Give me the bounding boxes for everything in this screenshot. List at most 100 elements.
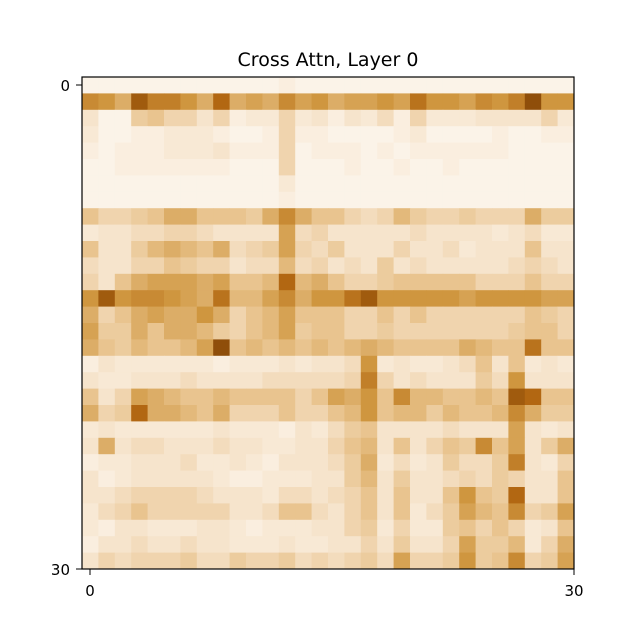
heatmap-cell-r28-c26 xyxy=(508,536,526,553)
heatmap-cell-r21-c19 xyxy=(393,421,411,439)
heatmap-cell-r5-c21 xyxy=(426,159,444,176)
heatmap-cell-r23-c4 xyxy=(147,454,165,471)
heatmap-cell-r19-c14 xyxy=(311,388,329,406)
heatmap-cell-r7-c21 xyxy=(426,191,444,209)
heatmap-cell-r13-c17 xyxy=(360,290,378,307)
heatmap-cell-r11-c29 xyxy=(557,257,575,275)
heatmap-cell-r7-c13 xyxy=(295,191,312,209)
heatmap-cell-r10-c3 xyxy=(131,241,148,258)
heatmap-cell-r2-c23 xyxy=(459,109,476,127)
heatmap-cell-r4-c14 xyxy=(311,142,329,160)
heatmap-cell-r7-c26 xyxy=(508,191,526,209)
heatmap-cell-r10-c11 xyxy=(262,241,280,258)
heatmap-cell-r28-c9 xyxy=(229,536,247,553)
heatmap-cell-r7-c25 xyxy=(492,191,509,209)
heatmap-cell-r15-c9 xyxy=(229,323,247,340)
heatmap-cell-r15-c23 xyxy=(459,323,476,340)
heatmap-cell-r21-c27 xyxy=(524,421,542,439)
heatmap-cell-r8-c25 xyxy=(492,208,509,225)
heatmap-cell-r27-c1 xyxy=(98,519,116,537)
heatmap-cell-r25-c5 xyxy=(164,487,181,504)
heatmap-cell-r29-c6 xyxy=(180,552,198,570)
y-tick-label-bottom: 30 xyxy=(51,561,70,579)
heatmap-cell-r22-c23 xyxy=(459,437,476,455)
heatmap-cell-r5-c16 xyxy=(344,159,362,176)
x-tick-label-right: 30 xyxy=(564,582,583,600)
heatmap-cell-r7-c3 xyxy=(131,191,148,209)
heatmap-cell-r16-c2 xyxy=(114,339,132,357)
heatmap-cell-r27-c24 xyxy=(475,519,493,537)
heatmap-cell-r10-c15 xyxy=(328,241,345,258)
heatmap-cell-r13-c7 xyxy=(196,290,214,307)
heatmap-cell-r12-c13 xyxy=(295,273,312,291)
heatmap-cell-r27-c10 xyxy=(246,519,263,537)
heatmap-cell-r15-c18 xyxy=(377,323,394,340)
heatmap-cell-r11-c0 xyxy=(82,257,99,275)
heatmap-cell-r9-c7 xyxy=(196,224,214,242)
heatmap-cell-r16-c20 xyxy=(410,339,427,357)
heatmap-cell-r20-c6 xyxy=(180,405,198,422)
heatmap-cell-r17-c11 xyxy=(262,355,280,373)
heatmap-cell-r25-c10 xyxy=(246,487,263,504)
heatmap-cell-r2-c2 xyxy=(114,109,132,127)
heatmap-cell-r11-c8 xyxy=(213,257,230,275)
heatmap-cell-r6-c22 xyxy=(442,175,460,193)
heatmap-cell-r6-c13 xyxy=(295,175,312,193)
heatmap-cell-r7-c5 xyxy=(164,191,181,209)
heatmap-cell-r20-c2 xyxy=(114,405,132,422)
heatmap-cell-r24-c14 xyxy=(311,470,329,488)
heatmap-cell-r7-c16 xyxy=(344,191,362,209)
heatmap-cell-r29-c11 xyxy=(262,552,280,570)
heatmap-cell-r17-c6 xyxy=(180,355,198,373)
heatmap-cell-r16-c18 xyxy=(377,339,394,357)
heatmap-cell-r9-c16 xyxy=(344,224,362,242)
heatmap-cell-r14-c1 xyxy=(98,306,116,324)
heatmap-cell-r21-c4 xyxy=(147,421,165,439)
heatmap-cell-r15-c17 xyxy=(360,323,378,340)
heatmap-cell-r24-c1 xyxy=(98,470,116,488)
heatmap-cell-r29-c20 xyxy=(410,552,427,570)
heatmap-cell-r24-c15 xyxy=(328,470,345,488)
heatmap-cell-r25-c6 xyxy=(180,487,198,504)
heatmap-cell-r28-c7 xyxy=(196,536,214,553)
heatmap-cell-r21-c14 xyxy=(311,421,329,439)
heatmap-cell-r10-c26 xyxy=(508,241,526,258)
heatmap-cell-r27-c25 xyxy=(492,519,509,537)
heatmap-cell-r0-c24 xyxy=(475,77,493,94)
heatmap-cell-r21-c9 xyxy=(229,421,247,439)
heatmap-cell-r6-c23 xyxy=(459,175,476,193)
heatmap-cell-r27-c12 xyxy=(278,519,296,537)
heatmap-cell-r16-c28 xyxy=(541,339,558,357)
heatmap-cell-r26-c15 xyxy=(328,503,345,521)
heatmap-cell-r15-c15 xyxy=(328,323,345,340)
heatmap-cell-r5-c27 xyxy=(524,159,542,176)
heatmap-cell-r10-c29 xyxy=(557,241,575,258)
heatmap-cell-r11-c19 xyxy=(393,257,411,275)
heatmap-cell-r2-c3 xyxy=(131,109,148,127)
heatmap-cell-r7-c11 xyxy=(262,191,280,209)
heatmap-cell-r28-c13 xyxy=(295,536,312,553)
heatmap-cell-r7-c7 xyxy=(196,191,214,209)
heatmap-cell-r6-c3 xyxy=(131,175,148,193)
heatmap-cell-r24-c27 xyxy=(524,470,542,488)
heatmap-cell-r24-c4 xyxy=(147,470,165,488)
heatmap-cell-r12-c11 xyxy=(262,273,280,291)
heatmap-cell-r14-c25 xyxy=(492,306,509,324)
heatmap-cell-r3-c14 xyxy=(311,126,329,143)
heatmap-cell-r18-c2 xyxy=(114,372,132,389)
heatmap-cell-r3-c18 xyxy=(377,126,394,143)
heatmap-cell-r6-c6 xyxy=(180,175,198,193)
heatmap-cell-r9-c29 xyxy=(557,224,575,242)
heatmap-cell-r5-c19 xyxy=(393,159,411,176)
heatmap-cell-r19-c24 xyxy=(475,388,493,406)
heatmap-cell-r26-c27 xyxy=(524,503,542,521)
heatmap-cell-r2-c25 xyxy=(492,109,509,127)
heatmap-cell-r2-c7 xyxy=(196,109,214,127)
heatmap-cell-r26-c12 xyxy=(278,503,296,521)
heatmap-cell-r6-c12 xyxy=(278,175,296,193)
heatmap-cell-r17-c20 xyxy=(410,355,427,373)
heatmap-cell-r2-c27 xyxy=(524,109,542,127)
heatmap-cell-r16-c11 xyxy=(262,339,280,357)
heatmap-cell-r28-c19 xyxy=(393,536,411,553)
heatmap-cell-r9-c10 xyxy=(246,224,263,242)
